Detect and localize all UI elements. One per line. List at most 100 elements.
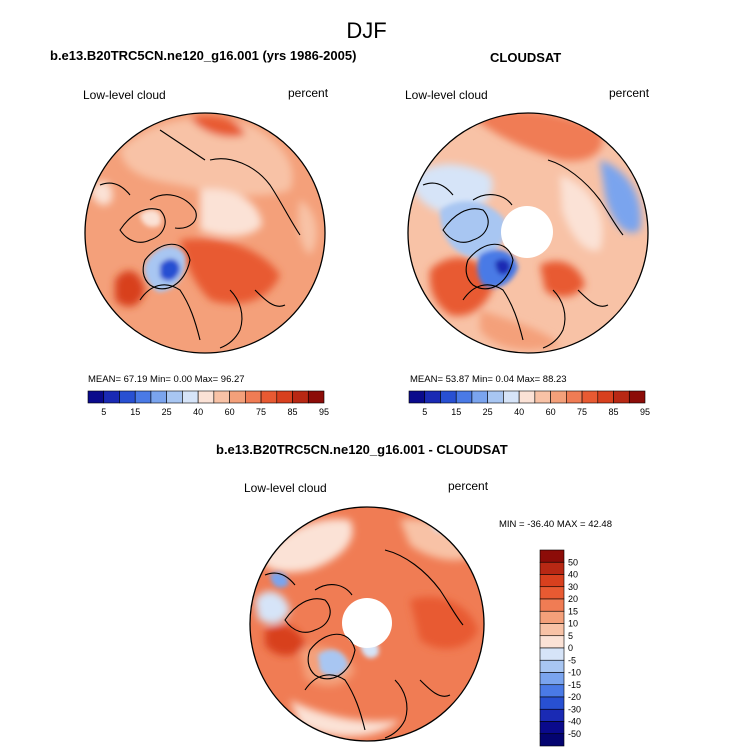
colorbar-cell bbox=[260, 390, 278, 404]
map-border-obs bbox=[407, 112, 649, 354]
colorbar-cell bbox=[597, 390, 614, 404]
colorbar-cell bbox=[539, 586, 565, 600]
field-patch bbox=[115, 270, 145, 307]
colorbar-cell bbox=[119, 390, 136, 404]
colorbar-cell bbox=[539, 598, 565, 612]
colorbar-cell bbox=[166, 390, 183, 404]
colorbar-cell bbox=[566, 390, 583, 404]
field-patch bbox=[470, 113, 603, 161]
colorbar-tick-label: 95 bbox=[640, 407, 650, 417]
coastlines bbox=[264, 549, 464, 739]
colorbar-cell bbox=[539, 696, 565, 710]
coastline bbox=[384, 549, 464, 626]
colorbar-tick-label: 60 bbox=[225, 407, 235, 417]
field-patch bbox=[400, 519, 475, 561]
colorbar-cell bbox=[539, 684, 565, 698]
colorbar-tick-label: 15 bbox=[451, 407, 461, 417]
colorbar-tick-label: 75 bbox=[577, 407, 587, 417]
colorbar-cell bbox=[229, 390, 246, 404]
field-patch bbox=[120, 118, 293, 196]
colorbar-tick-label: 5 bbox=[101, 407, 106, 417]
colorbar-cell bbox=[628, 390, 646, 404]
colorbar-cell bbox=[103, 390, 120, 404]
field-patch bbox=[600, 160, 641, 233]
colorbar-tick-label: 5 bbox=[422, 407, 427, 417]
colorbar-tick-label: 10 bbox=[568, 619, 578, 629]
colorbar-tick-label: -40 bbox=[568, 717, 581, 727]
coastline bbox=[264, 572, 296, 586]
colorbar-tick-label: -10 bbox=[568, 668, 581, 678]
missing-data-pole bbox=[501, 206, 553, 258]
coastline bbox=[304, 674, 366, 731]
coastline bbox=[419, 679, 451, 697]
colorbar-cell bbox=[276, 390, 293, 404]
colorbar-cell bbox=[197, 390, 215, 404]
colorbar-tick-label: 15 bbox=[568, 606, 578, 616]
colorbar-tick-label: -30 bbox=[568, 704, 581, 714]
colorbar-cell bbox=[307, 390, 325, 404]
coastline bbox=[314, 584, 353, 596]
coastline bbox=[442, 208, 489, 243]
colorbar-cell bbox=[471, 390, 488, 404]
colorbar-tick-label: 20 bbox=[568, 594, 578, 604]
panel-title-obs: CLOUDSAT bbox=[490, 50, 562, 65]
colorbar-tick-label: 40 bbox=[514, 407, 524, 417]
coastlines bbox=[99, 129, 301, 349]
colorbar-tick-label: 25 bbox=[483, 407, 493, 417]
colorbar-cell bbox=[292, 390, 309, 404]
field-patch bbox=[265, 625, 305, 656]
coastline bbox=[465, 243, 514, 290]
coastline bbox=[219, 289, 243, 349]
coastline bbox=[547, 159, 624, 236]
colorbar-tick-label: -15 bbox=[568, 680, 581, 690]
colorbar-tick-label: -50 bbox=[568, 729, 581, 739]
coastline bbox=[384, 679, 408, 739]
coastline bbox=[462, 284, 524, 341]
figure-title: DJF bbox=[346, 18, 387, 43]
field-patch bbox=[560, 175, 603, 251]
units-label-model: percent bbox=[288, 86, 329, 100]
field-patch bbox=[290, 700, 400, 737]
coastline bbox=[422, 182, 454, 196]
colorbar-cell bbox=[182, 390, 199, 404]
variable-label-diff: Low-level cloud bbox=[244, 481, 327, 495]
colorbar-cell bbox=[408, 390, 426, 404]
variable-label-model: Low-level cloud bbox=[83, 88, 166, 102]
map-diff bbox=[250, 507, 484, 741]
colorbar-cell bbox=[424, 390, 441, 404]
field-patch bbox=[255, 591, 290, 624]
units-label-obs: percent bbox=[609, 86, 650, 100]
variable-label-obs: Low-level cloud bbox=[405, 88, 488, 102]
colorbar-cell bbox=[539, 672, 565, 686]
field-patch bbox=[318, 649, 348, 677]
colorbar-cell bbox=[245, 390, 262, 404]
colorbar-tick-label: 25 bbox=[162, 407, 172, 417]
colorbar-cell bbox=[487, 390, 504, 404]
field-patch bbox=[495, 259, 511, 275]
field-patch bbox=[410, 596, 478, 649]
colorbar-cell bbox=[455, 390, 473, 404]
field-patch bbox=[160, 258, 180, 281]
panel-title-model: b.e13.B20TRC5CN.ne120_g16.001 (yrs 1986-… bbox=[50, 48, 357, 63]
colorbar-cell bbox=[539, 721, 565, 735]
colorbar-cell bbox=[550, 390, 567, 404]
coastline bbox=[542, 289, 566, 349]
colorbars: 5 15 25 40 60 75 85 95 5 15 25 40 60 75 85 955040302015… bbox=[87, 390, 650, 747]
coastline bbox=[119, 208, 166, 243]
colorbar-tick-label: 40 bbox=[193, 407, 203, 417]
colorbar-cell bbox=[539, 647, 565, 661]
coastline bbox=[307, 633, 356, 680]
coastline bbox=[139, 284, 201, 341]
coastline bbox=[472, 194, 513, 206]
colorbar-cell bbox=[518, 390, 536, 404]
map-model bbox=[85, 113, 325, 353]
colorbar-cell bbox=[539, 635, 565, 649]
field-patch bbox=[298, 200, 317, 255]
colorbar-tick-label: 85 bbox=[288, 407, 298, 417]
coastline bbox=[149, 194, 197, 229]
colorbar-tick-label: 75 bbox=[256, 407, 266, 417]
colorbar-tick-label: 85 bbox=[609, 407, 619, 417]
colorbar-tick-label: 15 bbox=[130, 407, 140, 417]
colorbar-cell bbox=[134, 390, 152, 404]
colorbar-cell bbox=[539, 549, 565, 563]
